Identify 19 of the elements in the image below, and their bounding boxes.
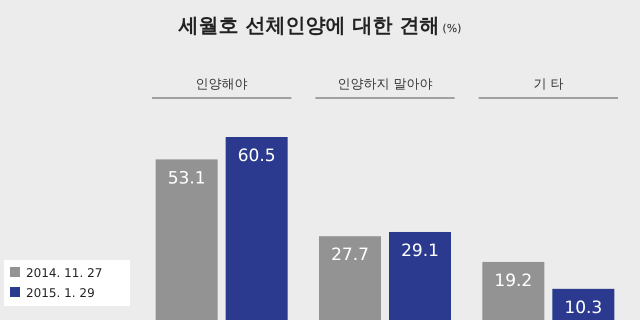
x-tick-label: 기 타 xyxy=(533,77,564,92)
bar xyxy=(552,288,614,320)
y-axis-title: (%) xyxy=(442,22,462,35)
chart-title: 세월호 선체인양에 대한 견해 xyxy=(178,13,440,37)
data-label: 60.5 xyxy=(238,146,276,166)
x-tick-label: 인양해야 xyxy=(196,77,248,92)
legend-label: 2015. 1. 29 xyxy=(26,286,95,300)
data-label: 10.3 xyxy=(564,298,602,318)
legend-label: 2014. 11. 27 xyxy=(26,266,102,280)
data-label: 29.1 xyxy=(401,240,439,261)
bar xyxy=(226,137,288,320)
x-tick-label: 인양하지 말아야 xyxy=(337,77,433,92)
bar xyxy=(319,236,381,320)
bar xyxy=(156,159,218,320)
data-label: 19.2 xyxy=(494,270,532,291)
data-label: 53.1 xyxy=(168,168,206,188)
bar xyxy=(389,232,451,320)
bar xyxy=(482,262,544,320)
data-label: 27.7 xyxy=(331,245,369,266)
